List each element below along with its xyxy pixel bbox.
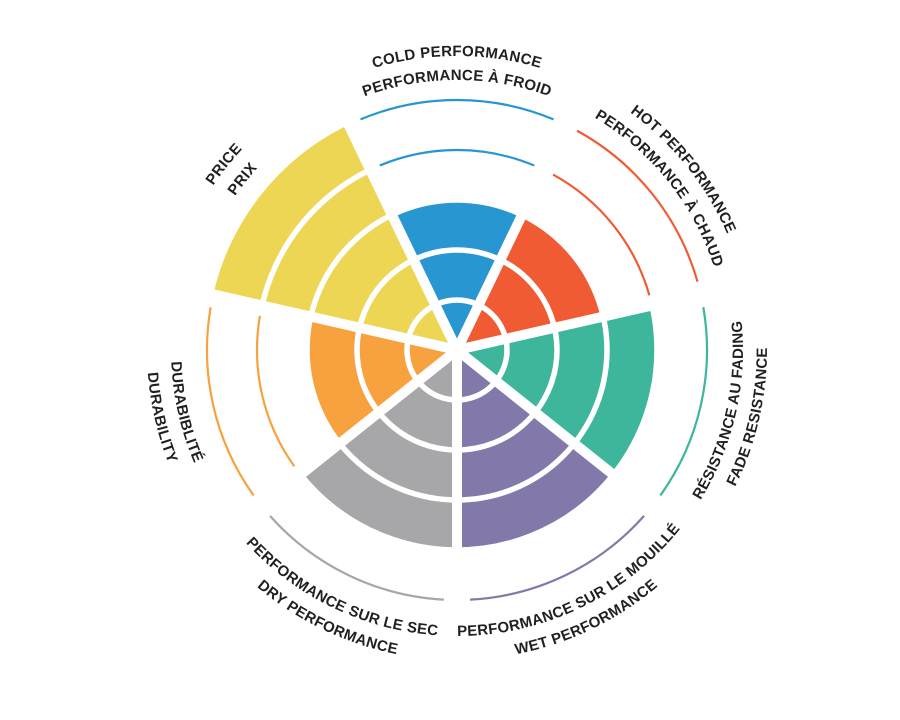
sector-separator-0: [339, 113, 462, 353]
sector-separator-6: [202, 287, 459, 355]
sector-separator-2: [455, 287, 712, 355]
level-arc-cold-5: [360, 98, 554, 121]
level-arc-cold-4: [379, 148, 535, 167]
sector-wedge-wet: [457, 350, 614, 550]
level-arc-dry-5: [269, 515, 444, 601]
level-arc-durability-4: [255, 315, 296, 467]
sector-separator-1: [452, 113, 575, 353]
sector-wedge-dry: [300, 350, 457, 550]
sector-separator-5: [250, 346, 461, 517]
level-arc-hot-4: [552, 173, 651, 296]
level-arc-wet-5: [470, 515, 645, 601]
sector-label-text-hot-outer: HOT PERFORMANCE: [628, 102, 739, 236]
sector-wedge-price: [213, 124, 457, 350]
sector-label-text-cold-inner: PERFORMANCE À FROID: [360, 67, 553, 100]
level-arc-fade-5: [659, 307, 709, 497]
sector-wedge-durability: [307, 316, 457, 444]
sector-wedge-cold: [391, 199, 523, 350]
sector-label-cold-inner: PERFORMANCE À FROID: [360, 67, 554, 100]
level-arc-hot-5: [576, 129, 699, 282]
sector-separator-3: [453, 346, 664, 517]
sector-label-hot-outer: HOT PERFORMANCE: [628, 102, 740, 236]
level-arc-durability-5: [205, 307, 255, 497]
